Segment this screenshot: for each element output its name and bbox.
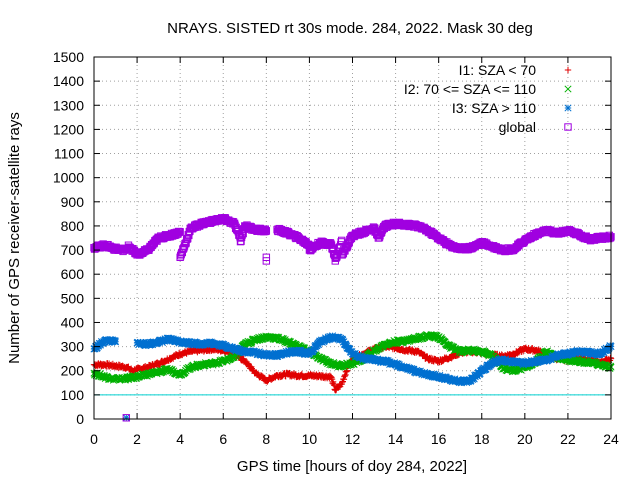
- legend-entry: I1: SZA < 70: [459, 62, 572, 78]
- y-tick-label: 1100: [54, 146, 84, 162]
- data-point: [606, 342, 615, 350]
- y-tick-label: 1400: [53, 73, 84, 89]
- legend-marker: [564, 85, 572, 93]
- data-point: [332, 387, 340, 394]
- y-tick-label: 1500: [53, 49, 84, 65]
- legend-entry: I2: 70 <= SZA <= 110: [404, 81, 572, 97]
- y-tick-label: 1000: [53, 170, 84, 186]
- series-3: [90, 332, 615, 422]
- data-point: [328, 375, 336, 383]
- x-tick-label: 4: [176, 431, 184, 447]
- x-tick-label: 24: [603, 431, 619, 447]
- data-point: [271, 373, 279, 380]
- data-point: [111, 337, 119, 345]
- y-tick-label: 700: [61, 242, 85, 258]
- x-tick-label: 14: [388, 431, 404, 447]
- y-tick-label: 600: [61, 266, 85, 282]
- x-axis-label: GPS time [hours of doy 284, 2022]: [237, 458, 467, 475]
- chart-title: NRAYS. SISTED rt 30s mode. 284, 2022. Ma…: [167, 20, 533, 37]
- x-tick-label: 22: [560, 431, 576, 447]
- legend-label: I2: 70 <= SZA <= 110: [404, 81, 536, 97]
- y-tick-label: 1200: [53, 121, 84, 137]
- y-tick-label: 900: [61, 194, 85, 210]
- legend-marker: [564, 104, 572, 112]
- data-point: [336, 381, 343, 389]
- y-tick-label: 0: [76, 411, 84, 427]
- data-point: [342, 371, 349, 379]
- data-point: [341, 372, 349, 379]
- x-tick-label: 6: [219, 431, 227, 447]
- y-tick-label: 300: [61, 339, 85, 355]
- y-axis-label: Number of GPS receiver-satellite rays: [6, 112, 23, 364]
- legend-label: global: [499, 119, 536, 135]
- legend-label: I3: SZA > 110: [452, 100, 536, 116]
- y-tick-label: 400: [61, 314, 85, 330]
- legend-label: I1: SZA < 70: [459, 62, 537, 78]
- y-tick-label: 1300: [53, 97, 84, 113]
- data-point: [161, 358, 169, 366]
- x-tick-label: 16: [431, 431, 447, 447]
- data-point: [264, 378, 271, 385]
- x-tick-label: 18: [474, 431, 490, 447]
- x-tick-label: 0: [90, 431, 98, 447]
- legend-entry: global: [499, 119, 572, 135]
- data-point: [340, 376, 348, 383]
- y-tick-label: 200: [61, 363, 85, 379]
- x-tick-label: 2: [133, 431, 141, 447]
- data-point: [330, 380, 337, 388]
- data-point: [240, 355, 247, 362]
- y-tick-label: 500: [61, 290, 85, 306]
- y-tick-label: 100: [61, 387, 85, 403]
- legend-entry: I3: SZA > 110: [452, 100, 572, 116]
- x-tick-label: 10: [302, 431, 318, 447]
- legend: I1: SZA < 70 I2: 70 <= SZA <= 110 I3: SZA …: [404, 62, 572, 135]
- data-point: [343, 367, 351, 374]
- x-tick-label: 12: [345, 431, 361, 447]
- x-tick-label: 8: [262, 431, 270, 447]
- data-layer: [90, 214, 615, 422]
- data-point: [122, 414, 130, 422]
- data-point: [339, 378, 346, 386]
- x-tick-label: 20: [517, 431, 533, 447]
- y-tick-label: 800: [61, 218, 85, 234]
- legend-marker: [564, 66, 572, 74]
- data-point: [419, 350, 427, 358]
- data-point: [328, 374, 335, 381]
